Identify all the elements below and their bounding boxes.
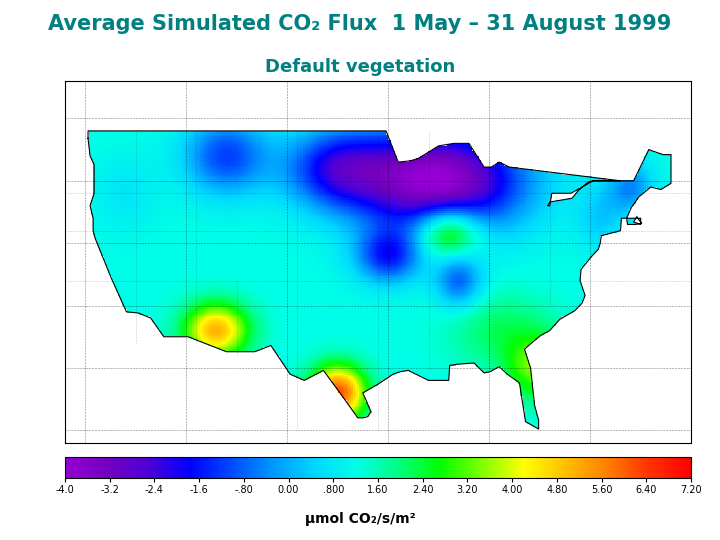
Text: Default vegetation: Default vegetation	[265, 58, 455, 77]
Text: Average Simulated CO₂ Flux  1 May – 31 August 1999: Average Simulated CO₂ Flux 1 May – 31 Au…	[48, 14, 672, 35]
Text: μmol CO₂/s/m²: μmol CO₂/s/m²	[305, 512, 415, 526]
